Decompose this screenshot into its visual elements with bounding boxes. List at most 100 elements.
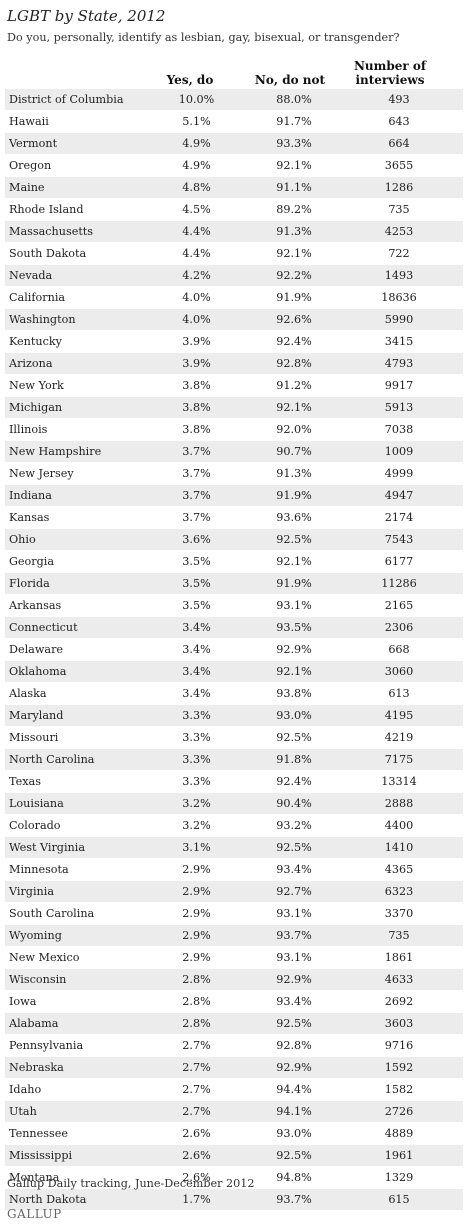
no-cell: 93.3% (239, 132, 349, 155)
interviews-cell: 1410 (349, 836, 463, 859)
interviews-cell: 2165 (349, 594, 463, 617)
no-cell: 93.7% (239, 924, 349, 947)
interviews-cell: 3655 (349, 154, 463, 177)
table-row: Oklahoma 3.4% 92.1% 3060 (5, 660, 463, 683)
no-cell: 91.9% (239, 572, 349, 595)
yes-cell: 3.9% (154, 352, 239, 375)
state-cell: North Dakota (5, 1188, 154, 1211)
state-cell: Mississippi (5, 1144, 154, 1167)
table-row: District of Columbia 10.0% 88.0% 493 (5, 89, 463, 111)
no-cell: 92.5% (239, 528, 349, 551)
yes-cell: 3.4% (154, 682, 239, 705)
no-cell: 89.2% (239, 198, 349, 221)
interviews-cell: 1582 (349, 1078, 463, 1101)
no-cell: 92.4% (239, 770, 349, 793)
table-row: Arkansas 3.5% 93.1% 2165 (5, 594, 463, 617)
state-cell: Vermont (5, 132, 154, 155)
no-cell: 94.4% (239, 1078, 349, 1101)
state-cell: Arkansas (5, 594, 154, 617)
table-row: Washington 4.0% 92.6% 5990 (5, 308, 463, 331)
no-cell: 90.4% (239, 792, 349, 815)
yes-cell: 3.7% (154, 440, 239, 463)
state-cell: South Dakota (5, 242, 154, 265)
state-cell: Louisiana (5, 792, 154, 815)
interviews-cell: 3603 (349, 1012, 463, 1035)
no-cell: 93.1% (239, 902, 349, 925)
interviews-cell: 11286 (349, 572, 463, 595)
interviews-cell: 668 (349, 638, 463, 661)
interviews-cell: 2174 (349, 506, 463, 529)
table-row: New Hampshire 3.7% 90.7% 1009 (5, 440, 463, 463)
state-cell: Idaho (5, 1078, 154, 1101)
column-header-interviews-line2: interviews (355, 73, 425, 87)
table-row: Montana 2.6% 94.8% 1329 (5, 1166, 463, 1189)
state-cell: Tennessee (5, 1122, 154, 1145)
yes-cell: 4.2% (154, 264, 239, 287)
yes-cell: 4.5% (154, 198, 239, 221)
table-row: Minnesota 2.9% 93.4% 4365 (5, 858, 463, 881)
table-row: New Mexico 2.9% 93.1% 1861 (5, 946, 463, 969)
no-cell: 92.8% (239, 1034, 349, 1057)
interviews-cell: 13314 (349, 770, 463, 793)
state-cell: New Mexico (5, 946, 154, 969)
state-cell: North Carolina (5, 748, 154, 771)
yes-cell: 3.6% (154, 528, 239, 551)
table-row: Alaska 3.4% 93.8% 613 (5, 682, 463, 705)
yes-cell: 3.4% (154, 660, 239, 683)
table-row: Arizona 3.9% 92.8% 4793 (5, 352, 463, 375)
interviews-cell: 7543 (349, 528, 463, 551)
state-cell: Oklahoma (5, 660, 154, 683)
table-row: South Carolina 2.9% 93.1% 3370 (5, 902, 463, 925)
state-cell: Michigan (5, 396, 154, 419)
yes-cell: 3.5% (154, 550, 239, 573)
column-header-yes: Yes, do (166, 73, 214, 87)
interviews-cell: 4253 (349, 220, 463, 243)
table-row: Nebraska 2.7% 92.9% 1592 (5, 1056, 463, 1079)
interviews-cell: 4633 (349, 968, 463, 991)
no-cell: 92.1% (239, 550, 349, 573)
interviews-cell: 4999 (349, 462, 463, 485)
state-cell: Connecticut (5, 616, 154, 639)
yes-cell: 10.0% (154, 89, 239, 111)
table-row: South Dakota 4.4% 92.1% 722 (5, 242, 463, 265)
state-cell: Nevada (5, 264, 154, 287)
table-row: Wisconsin 2.8% 92.9% 4633 (5, 968, 463, 991)
no-cell: 93.5% (239, 616, 349, 639)
table-row: Pennsylvania 2.7% 92.8% 9716 (5, 1034, 463, 1057)
yes-cell: 3.7% (154, 506, 239, 529)
interviews-cell: 643 (349, 110, 463, 133)
table-row: Texas 3.3% 92.4% 13314 (5, 770, 463, 793)
interviews-cell: 664 (349, 132, 463, 155)
interviews-cell: 9716 (349, 1034, 463, 1057)
state-cell: Florida (5, 572, 154, 595)
state-cell: Indiana (5, 484, 154, 507)
state-cell: Ohio (5, 528, 154, 551)
yes-cell: 3.3% (154, 748, 239, 771)
state-cell: Rhode Island (5, 198, 154, 221)
no-cell: 92.5% (239, 726, 349, 749)
question-subtitle: Do you, personally, identify as lesbian,… (7, 31, 400, 44)
state-cell: Nebraska (5, 1056, 154, 1079)
no-cell: 93.6% (239, 506, 349, 529)
no-cell: 91.3% (239, 220, 349, 243)
state-cell: Colorado (5, 814, 154, 837)
table-row: Iowa 2.8% 93.4% 2692 (5, 990, 463, 1013)
interviews-cell: 735 (349, 924, 463, 947)
no-cell: 91.2% (239, 374, 349, 397)
table-row: Colorado 3.2% 93.2% 4400 (5, 814, 463, 837)
table-row: Nevada 4.2% 92.2% 1493 (5, 264, 463, 287)
table-row: Maryland 3.3% 93.0% 4195 (5, 704, 463, 727)
table-row: Idaho 2.7% 94.4% 1582 (5, 1078, 463, 1101)
source-note: Gallup Daily tracking, June-December 201… (7, 1177, 255, 1190)
interviews-cell: 6323 (349, 880, 463, 903)
interviews-cell: 735 (349, 198, 463, 221)
state-cell: New Jersey (5, 462, 154, 485)
table-row: New Jersey 3.7% 91.3% 4999 (5, 462, 463, 485)
page-title: LGBT by State, 2012 (7, 7, 166, 25)
no-cell: 93.8% (239, 682, 349, 705)
column-header-interviews-line1: Number of (353, 59, 427, 73)
table-row: Missouri 3.3% 92.5% 4219 (5, 726, 463, 749)
results-table-body: District of Columbia 10.0% 88.0% 493 Hawaii 5… (5, 89, 463, 1211)
table-row: Vermont 4.9% 93.3% 664 (5, 132, 463, 155)
state-cell: Massachusetts (5, 220, 154, 243)
